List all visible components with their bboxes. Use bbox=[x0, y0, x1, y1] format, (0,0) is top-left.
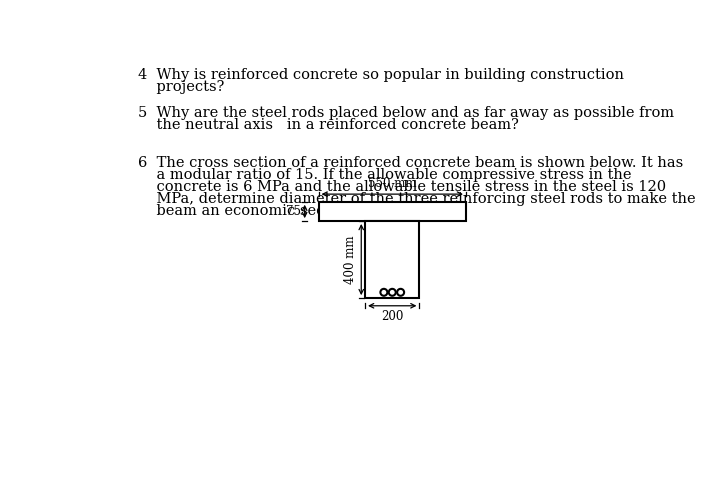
Text: beam an economic section.: beam an economic section. bbox=[138, 204, 358, 218]
Text: MPa, determine diameter of the three reinforcing steel rods to make the: MPa, determine diameter of the three rei… bbox=[138, 192, 696, 206]
Text: 400 mm: 400 mm bbox=[344, 235, 357, 284]
Bar bbox=[365, 221, 419, 298]
Text: a modular ratio of 15. If the allowable compressive stress in the: a modular ratio of 15. If the allowable … bbox=[138, 168, 631, 182]
Text: the neutral axis   in a reinforced concrete beam?: the neutral axis in a reinforced concret… bbox=[138, 118, 519, 132]
Text: concrete is 6 MPa and the allowable tensile stress in the steel is 120: concrete is 6 MPa and the allowable tens… bbox=[138, 180, 666, 194]
Text: projects?: projects? bbox=[138, 80, 225, 94]
Text: 75: 75 bbox=[286, 205, 301, 218]
Text: 4  Why is reinforced concrete so popular in building construction: 4 Why is reinforced concrete so popular … bbox=[138, 68, 624, 82]
Text: 200: 200 bbox=[381, 309, 403, 322]
Text: 6  The cross section of a reinforced concrete beam is shown below. It has: 6 The cross section of a reinforced conc… bbox=[138, 156, 683, 170]
Text: 550 mm: 550 mm bbox=[368, 177, 416, 190]
Bar bbox=[319, 202, 466, 221]
Text: 5  Why are the steel rods placed below and as far away as possible from: 5 Why are the steel rods placed below an… bbox=[138, 106, 674, 120]
